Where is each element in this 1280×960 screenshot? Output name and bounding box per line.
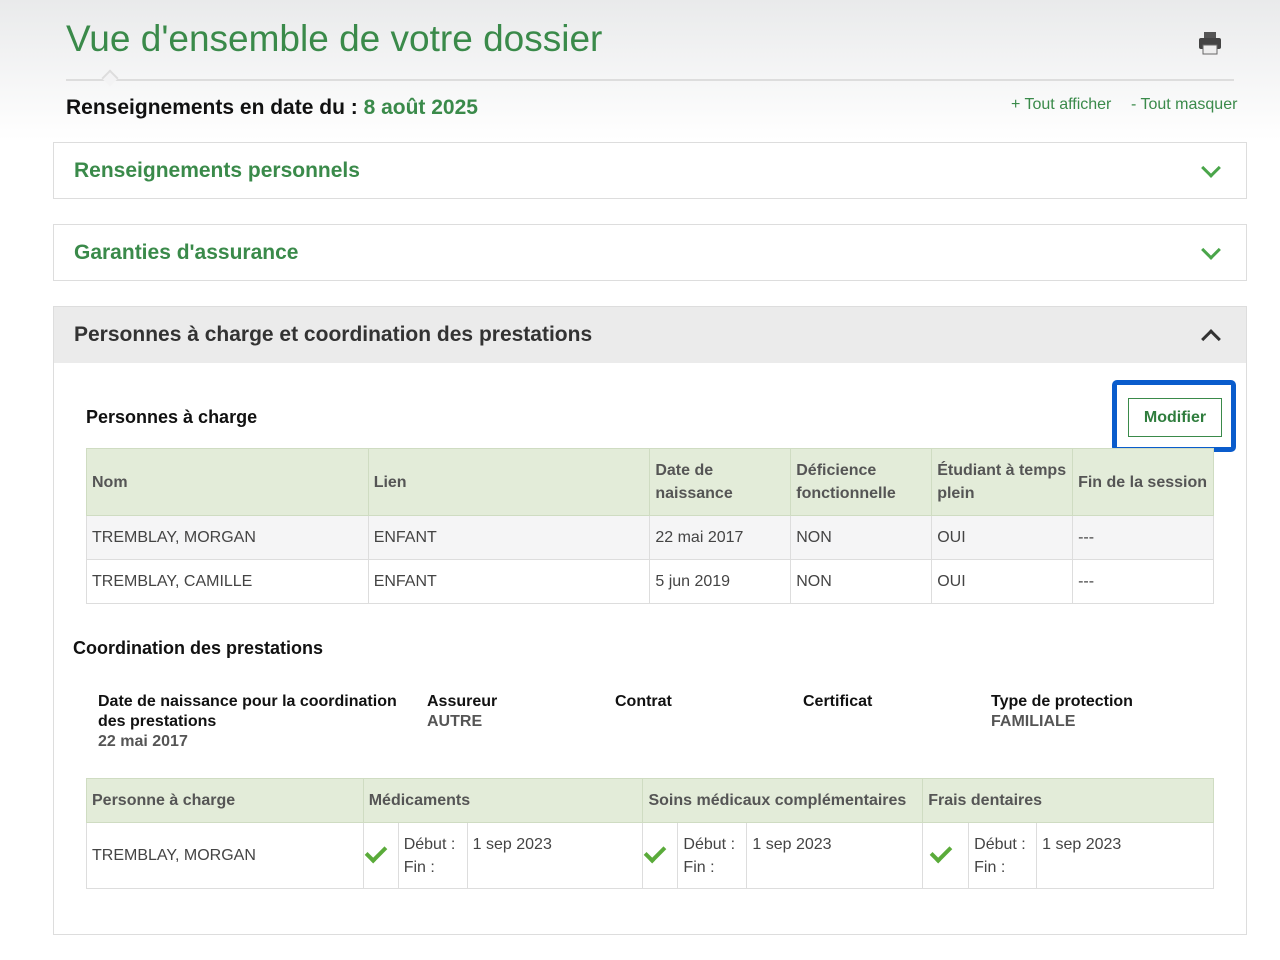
panel-title: Renseignements personnels bbox=[74, 159, 360, 182]
title-divider bbox=[66, 79, 1234, 81]
cell: ENFANT bbox=[367, 559, 651, 604]
check-icon bbox=[364, 840, 388, 864]
panel-personal-info[interactable]: Renseignements personnels bbox=[53, 142, 1247, 199]
as-of-date: 8 août 2025 bbox=[363, 96, 478, 119]
cell: TREMBLAY, CAMILLE bbox=[86, 559, 369, 604]
panel-title: Garanties d'assurance bbox=[74, 241, 299, 264]
modify-button[interactable]: Modifier bbox=[1128, 398, 1222, 437]
coordination-heading: Coordination des prestations bbox=[73, 638, 324, 658]
header-background bbox=[0, 0, 1280, 140]
field-value: FAMILIALE bbox=[991, 713, 1076, 730]
dependents-heading: Personnes à charge bbox=[86, 407, 258, 427]
panel-insurance-coverage[interactable]: Garanties d'assurance bbox=[53, 224, 1247, 281]
chevron-down-icon[interactable] bbox=[1201, 158, 1221, 178]
date-values: 1 sep 2023 bbox=[1036, 822, 1214, 889]
cell: 22 mai 2017 bbox=[649, 515, 792, 560]
cell: NON bbox=[790, 559, 933, 604]
table-row: TREMBLAY, MORGAN Début : Fin : 1 sep 2023… bbox=[86, 822, 1214, 889]
date-labels: Début : Fin : bbox=[677, 822, 748, 889]
table-row: TREMBLAY, CAMILLE ENFANT 5 jun 2019 NON OUI -… bbox=[86, 559, 1214, 604]
col-header: Déficience fonctionnelle bbox=[790, 448, 933, 516]
col-header: Lien bbox=[367, 448, 651, 516]
chevron-down-icon[interactable] bbox=[1201, 240, 1221, 260]
chevron-up-icon[interactable] bbox=[1201, 329, 1221, 349]
col-header: Nom bbox=[86, 448, 369, 516]
panel-header[interactable]: Personnes à charge et coordination des p… bbox=[54, 307, 1246, 363]
cell: ENFANT bbox=[367, 515, 651, 560]
field-value: AUTRE bbox=[427, 713, 483, 730]
coord-field-certificate: Certificat bbox=[803, 692, 872, 712]
cell: TREMBLAY, MORGAN bbox=[86, 822, 364, 889]
show-all-link[interactable]: + Tout afficher bbox=[1011, 96, 1112, 113]
field-label: Certificat bbox=[803, 693, 873, 710]
cell: --- bbox=[1072, 515, 1214, 560]
field-label: Contrat bbox=[615, 693, 672, 710]
printer-icon[interactable] bbox=[1197, 30, 1223, 58]
table-row: TREMBLAY, MORGAN ENFANT 22 mai 2017 NON OUI -… bbox=[86, 515, 1214, 560]
cell: OUI bbox=[931, 515, 1074, 560]
col-header: Frais dentaires bbox=[922, 778, 1214, 823]
check-icon bbox=[644, 840, 667, 864]
field-label: Assureur bbox=[427, 693, 498, 710]
date-labels: Début : Fin : bbox=[397, 822, 468, 889]
cell: 5 jun 2019 bbox=[649, 559, 792, 604]
cell: TREMBLAY, MORGAN bbox=[86, 515, 369, 560]
panel-title: Personnes à charge et coordination des p… bbox=[74, 323, 593, 346]
field-label: Type de protection bbox=[991, 693, 1133, 710]
cell: NON bbox=[790, 515, 933, 560]
field-value: 22 mai 2017 bbox=[98, 733, 188, 750]
col-header: Médicaments bbox=[362, 778, 644, 823]
col-header: Soins médicaux complémentaires bbox=[642, 778, 924, 823]
date-labels: Début : Fin : bbox=[968, 822, 1038, 889]
field-label: Date de naissance pour la coordination d… bbox=[98, 693, 397, 730]
col-header: Fin de la session bbox=[1072, 448, 1214, 516]
date-values: 1 sep 2023 bbox=[466, 822, 644, 889]
page-title: Vue d'ensemble de votre dossier bbox=[66, 18, 603, 59]
col-header: Personne à charge bbox=[86, 778, 364, 823]
cell: --- bbox=[1072, 559, 1214, 604]
check-icon bbox=[929, 840, 953, 864]
col-header: Étudiant à temps plein bbox=[931, 448, 1074, 516]
cell: OUI bbox=[931, 559, 1074, 604]
col-header: Date de naissance bbox=[649, 448, 792, 516]
as-of-label: Renseignements en date du : bbox=[66, 96, 358, 119]
dependents-table: Nom Lien Date de naissance Déficience fonct… bbox=[86, 448, 1214, 604]
coord-field-protection: Type de protection FAMILIALE bbox=[991, 692, 1133, 732]
coordination-table: Personne à charge Médicaments Soins médica… bbox=[86, 778, 1214, 889]
coord-field-insurer: Assureur AUTRE bbox=[427, 692, 497, 732]
date-values: 1 sep 2023 bbox=[746, 822, 924, 889]
as-of-line: Renseignements en date du : 8 août 2025 bbox=[66, 96, 478, 120]
hide-all-link[interactable]: - Tout masquer bbox=[1131, 96, 1238, 113]
coord-field-contract: Contrat bbox=[615, 692, 672, 712]
coord-field-birthdate: Date de naissance pour la coordination d… bbox=[98, 692, 408, 752]
